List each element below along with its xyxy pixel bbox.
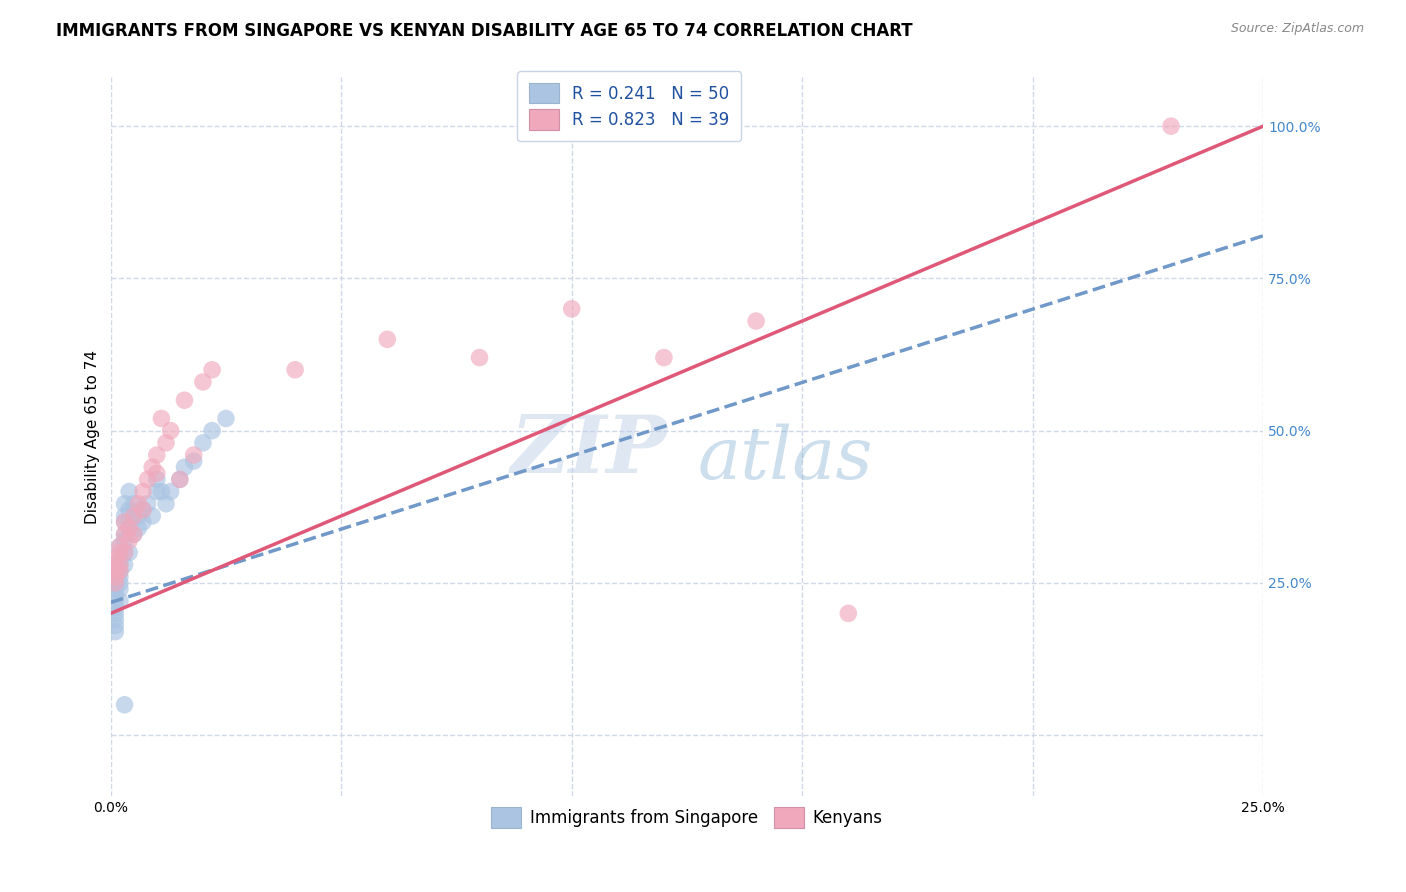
Point: [1160, 119, 1182, 133]
Point: [104, 588, 127, 602]
Point: [114, 527, 136, 541]
Point: [127, 508, 149, 523]
Point: [104, 607, 127, 621]
Point: [122, 508, 145, 523]
Point: [375, 332, 398, 346]
Point: [122, 527, 145, 541]
Point: [146, 472, 169, 486]
Point: [127, 497, 149, 511]
Point: [114, 497, 136, 511]
Point: [104, 558, 127, 572]
Point: [114, 698, 136, 712]
Point: [122, 527, 145, 541]
Point: [159, 484, 181, 499]
Point: [183, 454, 205, 468]
Point: [136, 497, 159, 511]
Point: [169, 472, 191, 486]
Text: IMMIGRANTS FROM SINGAPORE VS KENYAN DISABILITY AGE 65 TO 74 CORRELATION CHART: IMMIGRANTS FROM SINGAPORE VS KENYAN DISA…: [56, 22, 912, 40]
Point: [745, 314, 768, 328]
Point: [150, 484, 173, 499]
Point: [114, 545, 136, 559]
Point: [114, 515, 136, 529]
Point: [108, 540, 131, 554]
Point: [132, 515, 155, 529]
Point: [104, 576, 127, 591]
Text: Source: ZipAtlas.com: Source: ZipAtlas.com: [1230, 22, 1364, 36]
Point: [108, 564, 131, 578]
Point: [146, 448, 169, 462]
Point: [108, 558, 131, 572]
Point: [118, 533, 141, 548]
Point: [132, 503, 155, 517]
Point: [114, 508, 136, 523]
Point: [561, 301, 583, 316]
Point: [114, 515, 136, 529]
Point: [108, 564, 131, 578]
Point: [108, 558, 131, 572]
Point: [141, 460, 163, 475]
Point: [159, 424, 181, 438]
Point: [169, 472, 191, 486]
Point: [104, 618, 127, 632]
Point: [104, 582, 127, 596]
Y-axis label: Disability Age 65 to 74: Disability Age 65 to 74: [86, 350, 100, 524]
Point: [118, 484, 141, 499]
Point: [114, 545, 136, 559]
Legend: Immigrants from Singapore, Kenyans: Immigrants from Singapore, Kenyans: [485, 801, 890, 835]
Point: [837, 607, 859, 621]
Point: [108, 545, 131, 559]
Point: [108, 551, 131, 566]
Point: [173, 460, 195, 475]
Text: ZIP: ZIP: [510, 412, 668, 490]
Point: [104, 594, 127, 608]
Point: [108, 576, 131, 591]
Point: [104, 551, 127, 566]
Point: [150, 411, 173, 425]
Point: [104, 600, 127, 615]
Point: [155, 497, 177, 511]
Point: [146, 484, 169, 499]
Point: [108, 570, 131, 584]
Point: [284, 363, 307, 377]
Point: [114, 558, 136, 572]
Point: [173, 393, 195, 408]
Point: [141, 508, 163, 523]
Point: [468, 351, 491, 365]
Point: [108, 582, 131, 596]
Point: [127, 521, 149, 535]
Point: [104, 612, 127, 626]
Point: [108, 540, 131, 554]
Point: [104, 564, 127, 578]
Point: [652, 351, 675, 365]
Point: [136, 472, 159, 486]
Point: [201, 363, 224, 377]
Point: [114, 527, 136, 541]
Point: [132, 484, 155, 499]
Point: [122, 508, 145, 523]
Text: atlas: atlas: [697, 423, 873, 493]
Point: [132, 503, 155, 517]
Point: [146, 467, 169, 481]
Point: [108, 594, 131, 608]
Point: [104, 624, 127, 639]
Point: [114, 533, 136, 548]
Point: [191, 375, 214, 389]
Point: [118, 521, 141, 535]
Point: [155, 435, 177, 450]
Point: [104, 570, 127, 584]
Point: [118, 545, 141, 559]
Point: [183, 448, 205, 462]
Point: [104, 576, 127, 591]
Point: [118, 503, 141, 517]
Point: [215, 411, 238, 425]
Point: [201, 424, 224, 438]
Point: [122, 497, 145, 511]
Point: [104, 570, 127, 584]
Point: [118, 521, 141, 535]
Point: [191, 435, 214, 450]
